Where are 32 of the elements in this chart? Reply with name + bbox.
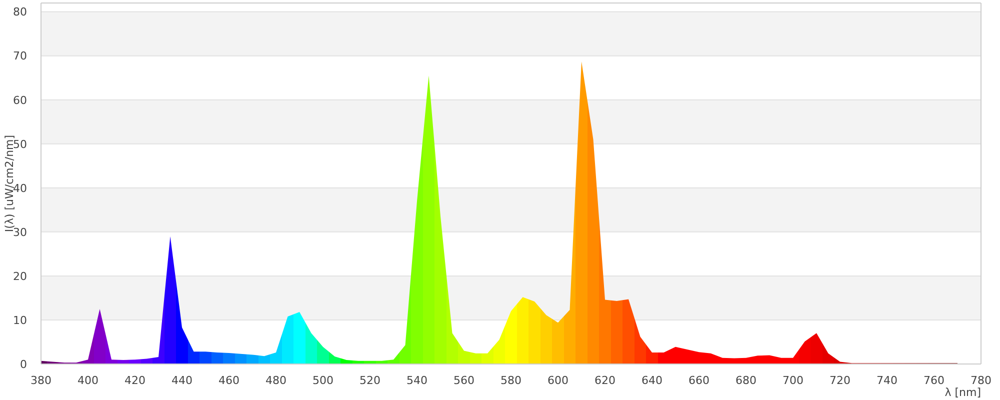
y-tick-label: 20 [13, 270, 27, 283]
x-tick-label: 480 [266, 374, 286, 387]
x-tick-label: 700 [782, 374, 804, 387]
x-tick-label: 620 [594, 374, 616, 387]
x-tick-label: 400 [78, 374, 98, 387]
x-tick-label: 780 [970, 374, 992, 387]
y-tick-label: 0 [20, 358, 27, 371]
y-tick-label: 50 [13, 138, 27, 151]
x-tick-label: 560 [454, 374, 474, 387]
x-tick-label: 640 [642, 374, 662, 387]
y-tick-label: 30 [13, 226, 27, 239]
y-tick-label: 10 [13, 314, 27, 327]
x-tick-label: 600 [548, 374, 568, 387]
x-tick-label: 380 [30, 374, 52, 387]
x-tick-label: 580 [500, 374, 522, 387]
y-tick-label: 40 [13, 182, 27, 195]
x-tick-label: 680 [736, 374, 756, 387]
y-tick-label: 80 [13, 6, 27, 19]
x-tick-label: 660 [688, 374, 710, 387]
x-tick-label: 740 [876, 374, 898, 387]
y-tick-label: 60 [13, 94, 27, 107]
x-tick-label: 520 [360, 374, 380, 387]
y-tick-label: 70 [13, 50, 27, 63]
x-axis-title: λ [nm] [944, 386, 981, 399]
x-tick-label: 420 [124, 374, 146, 387]
x-tick-label: 720 [830, 374, 850, 387]
y-axis-title: I(λ) [uW/cm2/nm] [2, 134, 16, 232]
x-tick-label: 460 [218, 374, 240, 387]
x-tick-label: 500 [312, 374, 334, 387]
x-tick-label: 440 [172, 374, 192, 387]
x-tick-label: 760 [924, 374, 944, 387]
x-tick-label: 540 [406, 374, 428, 387]
